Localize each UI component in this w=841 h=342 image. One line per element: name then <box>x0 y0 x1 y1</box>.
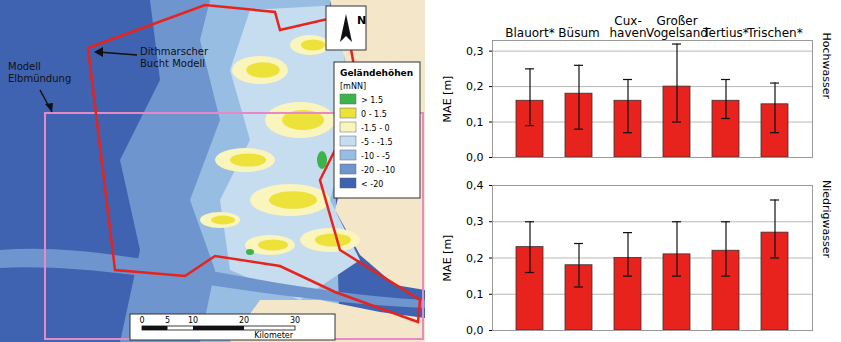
svg-text:0 - 1.5: 0 - 1.5 <box>361 110 387 119</box>
svg-text:-1.5 - 0: -1.5 - 0 <box>361 124 390 133</box>
svg-text:Niedrigwasser: Niedrigwasser <box>820 180 833 259</box>
svg-text:0,3: 0,3 <box>466 45 484 58</box>
svg-text:0,1: 0,1 <box>466 116 484 129</box>
svg-text:20: 20 <box>239 316 249 325</box>
svg-text:-20 - -10: -20 - -10 <box>361 166 395 175</box>
svg-text:0,1: 0,1 <box>466 288 484 301</box>
svg-text:0: 0 <box>139 316 144 325</box>
svg-text:0,4: 0,4 <box>466 179 484 192</box>
svg-text:0,3: 0,3 <box>466 215 484 228</box>
svg-text:-10 - -5: -10 - -5 <box>361 152 390 161</box>
svg-text:Kilometer: Kilometer <box>254 331 293 340</box>
svg-text:Blauort*: Blauort* <box>505 26 555 40</box>
svg-text:30: 30 <box>290 316 300 325</box>
svg-text:[mNN]: [mNN] <box>340 82 366 91</box>
svg-text:Cux-haven: Cux-haven <box>609 14 646 40</box>
svg-text:MAE [m]: MAE [m] <box>441 235 454 282</box>
svg-text:0,2: 0,2 <box>466 252 484 265</box>
svg-text:Tertius*: Tertius* <box>702 26 749 40</box>
svg-text:0,0: 0,0 <box>466 151 484 164</box>
svg-text:DithmarscherBucht Modell: DithmarscherBucht Modell <box>140 46 209 69</box>
svg-text:5: 5 <box>165 316 170 325</box>
svg-text:ModellElbmündung: ModellElbmündung <box>8 61 71 84</box>
svg-text:Trischen*: Trischen* <box>746 26 802 40</box>
svg-text:Geländehöhen: Geländehöhen <box>340 68 413 78</box>
svg-text:MAE [m]: MAE [m] <box>441 76 454 123</box>
svg-text:0,2: 0,2 <box>466 80 484 93</box>
svg-text:< -20: < -20 <box>361 180 383 189</box>
svg-text:Hochwasser: Hochwasser <box>820 32 833 99</box>
svg-text:GroßerVogelsand: GroßerVogelsand <box>646 14 708 40</box>
svg-text:Büsum: Büsum <box>558 26 599 40</box>
svg-text:-5 - -1.5: -5 - -1.5 <box>361 138 393 147</box>
svg-text:0,0: 0,0 <box>466 324 484 337</box>
svg-text:> 1.5: > 1.5 <box>361 96 383 105</box>
svg-text:N: N <box>357 14 366 27</box>
svg-text:10: 10 <box>188 316 198 325</box>
